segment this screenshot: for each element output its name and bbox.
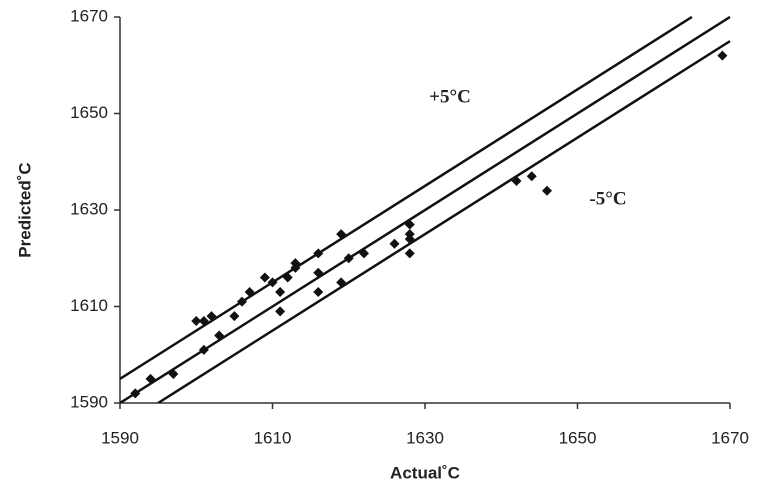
x-tick-label: 1610: [254, 428, 292, 447]
scatter-point: [313, 287, 324, 298]
reference-line: [120, 16, 693, 380]
scatter-point: [259, 272, 270, 283]
annotation: -5°C: [589, 188, 626, 209]
scatter-point: [542, 185, 552, 196]
reference-line: [157, 40, 731, 403]
annotation: +5°C: [429, 86, 471, 107]
scatter-point: [191, 315, 202, 326]
scatter-point: [526, 171, 537, 182]
scatter-point: [275, 287, 286, 298]
scatter-point: [229, 311, 240, 322]
x-tick-label: 1630: [406, 428, 444, 447]
scatter-point: [404, 248, 415, 259]
x-tick-label: 1590: [101, 428, 139, 447]
y-tick-label: 1670: [70, 6, 108, 25]
y-tick-label: 1630: [70, 199, 108, 218]
scatter-point: [717, 50, 728, 61]
reference-line: [120, 16, 731, 403]
y-tick-label: 1610: [70, 296, 108, 315]
y-tick-label: 1650: [70, 103, 108, 122]
x-tick-label: 1670: [711, 428, 749, 447]
scatter-point: [389, 238, 400, 249]
y-axis-title: Predicted˚C: [15, 162, 34, 257]
y-tick-label: 1590: [70, 392, 108, 411]
x-axis-title: Actual˚C: [390, 463, 460, 482]
x-tick-label: 1650: [559, 428, 597, 447]
scatter-point: [275, 306, 286, 317]
